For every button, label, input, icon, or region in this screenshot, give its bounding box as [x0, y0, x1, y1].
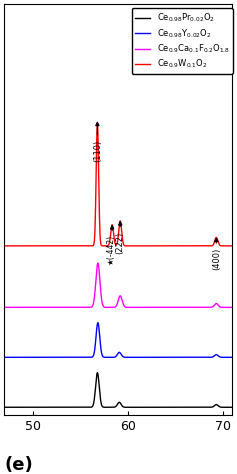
Text: (222): (222) [116, 231, 125, 254]
Ce$_{0.9}$Ca$_{0.1}$F$_{0.2}$O$_{1.8}$ [100, 299, 103, 305]
Legend: Ce$_{0.98}$Pr$_{0.02}$O$_2$, Ce$_{0.98}$Y$_{0.02}$O$_2$, Ce$_{0.9}$Ca$_{0.1}$F$_: Ce$_{0.98}$Pr$_{0.02}$O$_2$, Ce$_{0.98}$… [132, 9, 233, 74]
Ce$_{0.9}$W$_{0.1}$O$_2$ [96, 120, 99, 126]
Ce$_{0.98}$Pr$_{0.02}$O$_2$ [213, 403, 216, 409]
Line: Ce$_{0.98}$Pr$_{0.02}$O$_2$: Ce$_{0.98}$Pr$_{0.02}$O$_2$ [4, 373, 232, 407]
Text: ★(-442): ★(-442) [106, 235, 115, 265]
Ce$_{0.9}$W$_{0.1}$O$_2$ [3, 243, 6, 249]
Ce$_{0.9}$W$_{0.1}$O$_2$ [213, 240, 216, 246]
Ce$_{0.9}$Ca$_{0.1}$F$_{0.2}$O$_{1.8}$ [111, 304, 114, 310]
Ce$_{0.98}$Y$_{0.02}$O$_2$ [96, 320, 99, 326]
Ce$_{0.98}$Pr$_{0.02}$O$_2$ [169, 404, 172, 410]
Ce$_{0.9}$W$_{0.1}$O$_2$ [100, 243, 103, 249]
Text: (400): (400) [212, 248, 221, 270]
Ce$_{0.9}$Ca$_{0.1}$F$_{0.2}$O$_{1.8}$ [169, 304, 172, 310]
Ce$_{0.98}$Pr$_{0.02}$O$_2$ [100, 403, 103, 409]
Ce$_{0.98}$Pr$_{0.02}$O$_2$ [3, 404, 6, 410]
Ce$_{0.98}$Pr$_{0.02}$O$_2$ [96, 370, 99, 375]
Ce$_{0.9}$Ca$_{0.1}$F$_{0.2}$O$_{1.8}$ [99, 281, 102, 287]
Line: Ce$_{0.9}$Ca$_{0.1}$F$_{0.2}$O$_{1.8}$: Ce$_{0.9}$Ca$_{0.1}$F$_{0.2}$O$_{1.8}$ [4, 263, 232, 307]
Ce$_{0.98}$Y$_{0.02}$O$_2$ [231, 355, 234, 360]
Ce$_{0.98}$Pr$_{0.02}$O$_2$ [111, 404, 114, 410]
Ce$_{0.98}$Y$_{0.02}$O$_2$ [169, 355, 172, 360]
Ce$_{0.9}$W$_{0.1}$O$_2$ [231, 243, 234, 249]
Ce$_{0.9}$Ca$_{0.1}$F$_{0.2}$O$_{1.8}$ [231, 304, 234, 310]
Ce$_{0.98}$Y$_{0.02}$O$_2$ [111, 355, 114, 360]
Ce$_{0.9}$W$_{0.1}$O$_2$ [99, 234, 102, 239]
Ce$_{0.9}$W$_{0.1}$O$_2$ [111, 223, 114, 229]
Ce$_{0.98}$Y$_{0.02}$O$_2$ [100, 352, 103, 357]
Ce$_{0.9}$Ca$_{0.1}$F$_{0.2}$O$_{1.8}$ [3, 304, 6, 310]
Line: Ce$_{0.9}$W$_{0.1}$O$_2$: Ce$_{0.9}$W$_{0.1}$O$_2$ [4, 123, 232, 246]
Ce$_{0.98}$Y$_{0.02}$O$_2$ [224, 355, 227, 360]
Ce$_{0.98}$Y$_{0.02}$O$_2$ [213, 353, 216, 359]
Ce$_{0.9}$W$_{0.1}$O$_2$ [169, 243, 172, 249]
Ce$_{0.98}$Pr$_{0.02}$O$_2$ [224, 404, 227, 410]
Ce$_{0.98}$Pr$_{0.02}$O$_2$ [99, 393, 102, 399]
Ce$_{0.9}$Ca$_{0.1}$F$_{0.2}$O$_{1.8}$ [224, 304, 227, 310]
Ce$_{0.98}$Y$_{0.02}$O$_2$ [3, 355, 6, 360]
Ce$_{0.9}$Ca$_{0.1}$F$_{0.2}$O$_{1.8}$ [213, 302, 216, 308]
Ce$_{0.98}$Pr$_{0.02}$O$_2$ [231, 404, 234, 410]
Ce$_{0.9}$Ca$_{0.1}$F$_{0.2}$O$_{1.8}$ [96, 260, 99, 266]
Text: (e): (e) [4, 456, 33, 474]
Text: (110): (110) [93, 139, 102, 162]
Ce$_{0.98}$Y$_{0.02}$O$_2$ [99, 338, 102, 344]
Line: Ce$_{0.98}$Y$_{0.02}$O$_2$: Ce$_{0.98}$Y$_{0.02}$O$_2$ [4, 323, 232, 357]
Ce$_{0.9}$W$_{0.1}$O$_2$ [224, 243, 227, 249]
